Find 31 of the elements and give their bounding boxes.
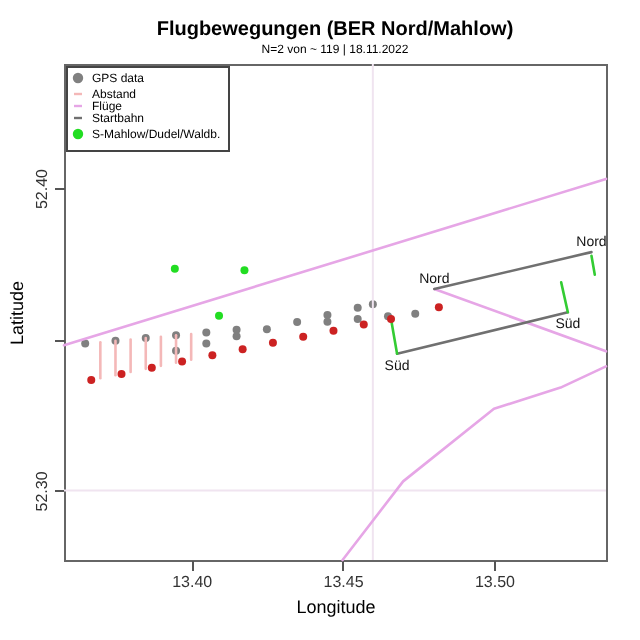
point [117, 370, 126, 378]
point [329, 326, 338, 335]
point [147, 363, 156, 372]
point [202, 339, 211, 348]
x-tick-label: 13.40 [172, 573, 214, 591]
point [323, 311, 332, 320]
point [323, 317, 332, 326]
point [359, 320, 368, 329]
point [353, 303, 362, 312]
point [170, 264, 179, 273]
point [262, 325, 271, 334]
point [232, 332, 241, 341]
point [240, 266, 249, 275]
point [202, 328, 211, 337]
x-axis-title: Longitude [296, 597, 376, 617]
point [411, 309, 420, 318]
x-tick-label: 13.50 [474, 573, 517, 591]
y-axis-title: Latitude [7, 280, 27, 346]
point [268, 338, 277, 347]
point [238, 345, 247, 354]
chart-title: Flugbewegungen (BER Nord/Mahlow) [156, 19, 514, 41]
point [299, 332, 308, 341]
point [178, 357, 187, 366]
point [215, 311, 224, 320]
point [353, 314, 362, 323]
y-tick-label: 52.30 [33, 470, 51, 512]
x-tick-label: 13.45 [323, 573, 365, 591]
y-tick-label: 52.40 [33, 167, 51, 210]
point [293, 317, 302, 326]
point [87, 376, 96, 385]
point [208, 351, 217, 360]
